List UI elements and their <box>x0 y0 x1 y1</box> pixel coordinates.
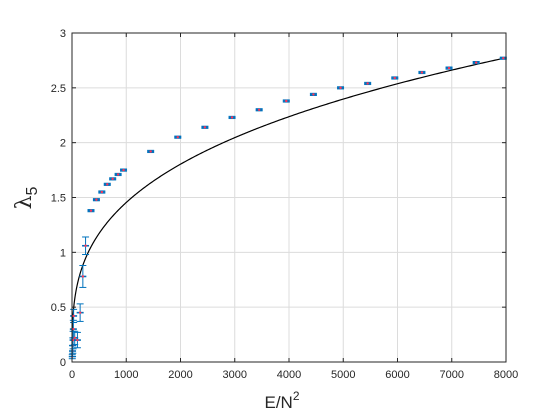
point-center <box>122 168 125 172</box>
data-point <box>255 108 263 112</box>
x-axis-label: E/N2 <box>264 389 299 412</box>
point-center <box>420 71 424 74</box>
axis-ticks <box>71 32 507 363</box>
point-center <box>447 66 451 70</box>
y-tick-labels: 0 0.5 1 1.5 2 2.5 3 <box>51 28 66 369</box>
y-tick-label: 1 <box>60 247 66 259</box>
data-point <box>73 331 81 349</box>
point-center <box>312 93 315 96</box>
point-center <box>257 108 261 111</box>
point-center <box>89 209 93 212</box>
point-center <box>78 311 82 314</box>
data-points <box>68 56 507 360</box>
y-axis-label: λ5 <box>12 186 41 209</box>
data-point <box>282 99 290 103</box>
point-center <box>76 338 79 342</box>
data-point <box>228 115 236 120</box>
x-tick-label: 2000 <box>168 369 192 381</box>
y-tick-label: 2.5 <box>51 83 66 95</box>
y-axis-label-subscript: 5 <box>24 186 41 195</box>
data-point <box>82 236 90 256</box>
x-tick-labels: 0 1000 2000 3000 4000 5000 6000 7000 8000 <box>69 369 518 381</box>
point-center <box>81 275 85 278</box>
x-tick-label: 5000 <box>331 369 355 381</box>
data-point <box>114 172 122 177</box>
fit-curve <box>71 57 507 344</box>
point-center <box>106 183 109 186</box>
point-center <box>72 314 75 318</box>
y-tick-label: 0.5 <box>51 302 66 314</box>
point-center <box>366 82 369 85</box>
point-center <box>339 86 342 90</box>
point-center <box>502 57 505 60</box>
data-point <box>472 61 480 65</box>
data-point <box>309 92 317 97</box>
data-point <box>92 198 100 202</box>
point-center <box>84 244 87 247</box>
data-point <box>174 135 182 139</box>
x-tick-label: 7000 <box>440 369 464 381</box>
point-center <box>116 173 120 176</box>
data-point <box>98 190 106 194</box>
data-point <box>70 308 78 324</box>
point-center <box>100 190 104 194</box>
data-point <box>103 182 111 186</box>
point-center <box>111 177 114 181</box>
data-point <box>76 303 84 322</box>
y-tick-label: 2 <box>60 138 66 150</box>
x-tick-label: 8000 <box>494 369 518 381</box>
point-center <box>230 116 234 119</box>
fit-curve-group <box>71 57 507 344</box>
data-point <box>109 177 117 181</box>
point-center <box>73 336 76 340</box>
point-center <box>149 150 152 153</box>
data-point <box>87 209 95 213</box>
point-center <box>176 135 179 139</box>
data-point <box>120 168 128 172</box>
data-point <box>418 70 426 75</box>
y-tick-label: 0 <box>60 357 66 369</box>
data-point <box>445 66 453 70</box>
x-tick-label: 4000 <box>277 369 301 381</box>
point-center <box>285 99 288 103</box>
x-axis-label-superscript: 2 <box>293 389 300 403</box>
x-tick-label: 1000 <box>114 369 138 381</box>
y-tick-label: 1.5 <box>51 193 66 205</box>
point-center <box>474 61 478 64</box>
x-tick-label: 6000 <box>385 369 409 381</box>
point-center <box>72 327 75 331</box>
data-point <box>201 125 209 129</box>
data-point <box>337 86 345 90</box>
y-tick-label: 3 <box>60 28 66 40</box>
point-center <box>95 198 98 201</box>
data-point <box>391 76 399 80</box>
x-tick-label: 3000 <box>223 369 247 381</box>
data-point <box>364 81 372 86</box>
point-center <box>203 126 207 129</box>
data-point <box>147 149 155 154</box>
data-point <box>79 264 87 288</box>
point-center <box>393 76 396 80</box>
grid <box>72 33 506 362</box>
x-tick-label: 0 <box>69 369 75 381</box>
